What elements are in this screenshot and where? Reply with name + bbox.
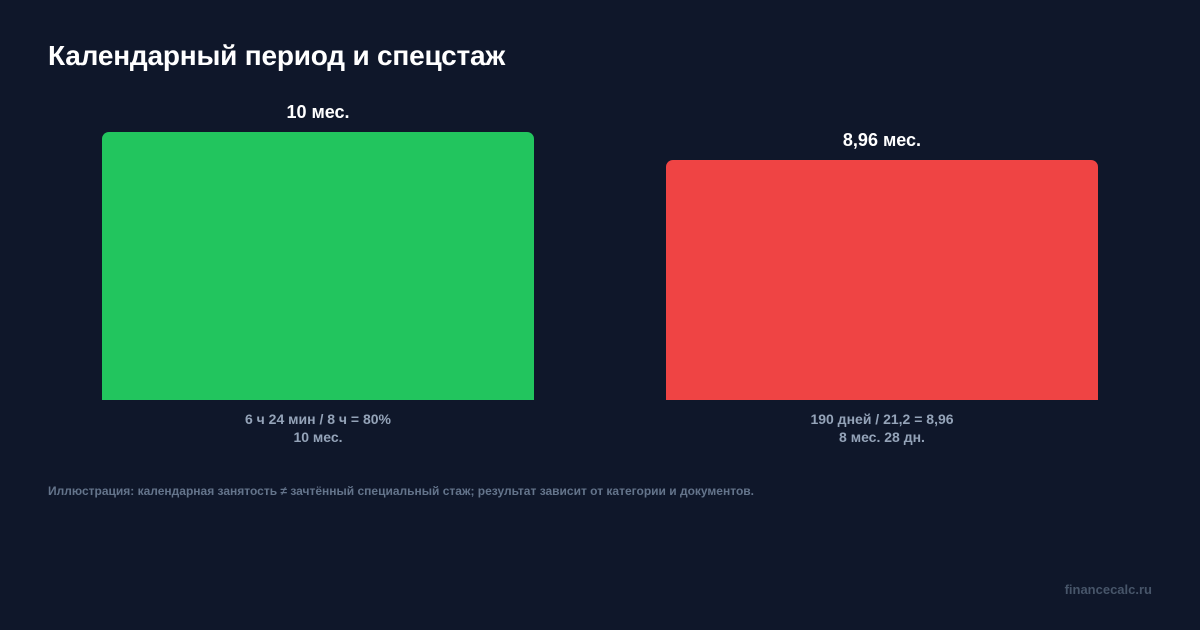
bar-caption-special: 190 дней / 21,2 = 8,96 8 мес. 28 дн. [666, 410, 1098, 446]
footnote: Иллюстрация: календарная занятость ≠ зач… [48, 484, 754, 498]
bar-special-experience [666, 159, 1098, 400]
bar-value-label-special: 8,96 мес. [842, 129, 922, 150]
chart-title: Календарный период и спецстаж [48, 40, 506, 71]
bar-caption-calendar-formula: 6 ч 24 мин / 8 ч = 80% [244, 411, 392, 427]
bar-caption-calendar-result: 10 мес. [293, 429, 343, 445]
bar-value-label-calendar: 10 мес. [286, 102, 350, 122]
bar-calendar-period [102, 132, 534, 400]
site-watermark: financecalc.ru [1064, 582, 1152, 597]
bar-caption-calendar: 6 ч 24 мин / 8 ч = 80% 10 мес. [102, 410, 534, 446]
bar-caption-special-formula: 190 дней / 21,2 = 8,96 [810, 411, 954, 427]
bar-caption-special-result: 8 мес. 28 дн. [839, 429, 925, 445]
